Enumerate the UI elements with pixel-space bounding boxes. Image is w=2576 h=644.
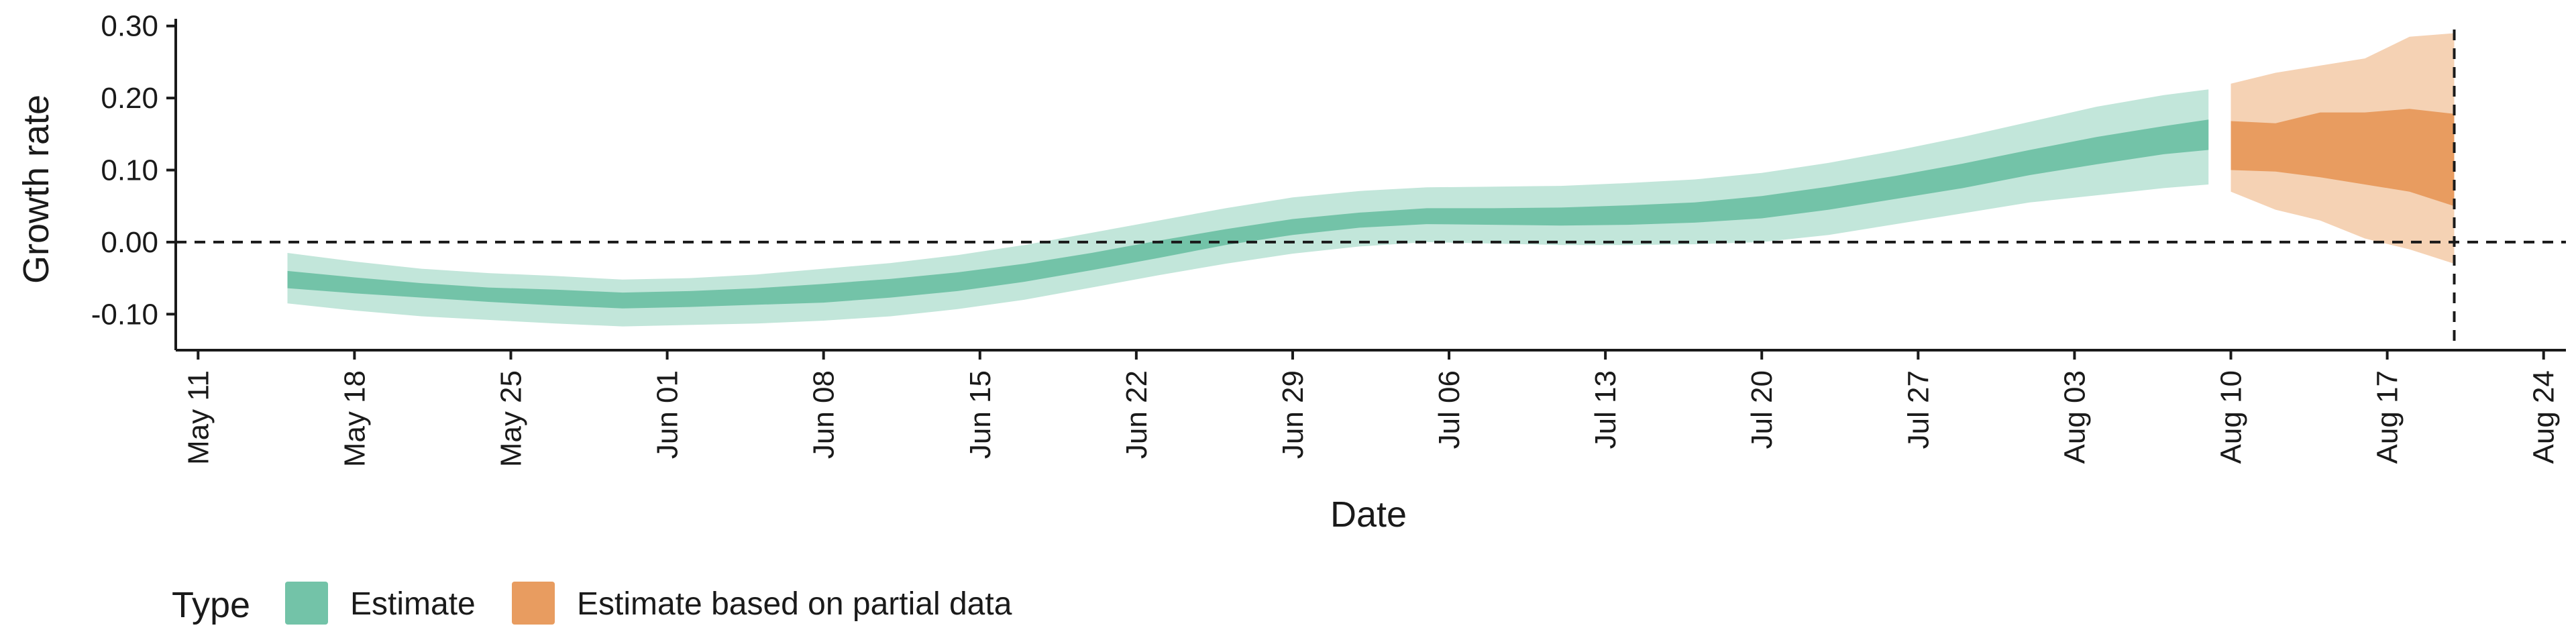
inner-band-estimate [287, 119, 2209, 309]
x-tick-label: Jun 01 [651, 370, 684, 459]
x-tick-label: Jul 20 [1746, 370, 1778, 449]
x-tick-label: Jul 13 [1589, 370, 1622, 449]
legend-label-estimate: Estimate [350, 586, 476, 622]
x-tick-label: May 18 [338, 370, 371, 467]
axes [174, 19, 2566, 352]
x-tick-label: Aug 17 [2371, 370, 2404, 464]
x-tick-label: Jun 15 [964, 370, 997, 459]
y-tick-label: 0.10 [101, 154, 158, 187]
reference-lines [176, 30, 2566, 350]
inner-band-partial [2231, 109, 2455, 207]
x-tick-label: May 11 [182, 370, 215, 465]
x-tick-label: Aug 24 [2528, 370, 2561, 464]
y-tick-label: -0.10 [91, 298, 158, 331]
confidence-bands [287, 33, 2455, 327]
x-tick-label: Jun 22 [1120, 370, 1153, 459]
x-tick-label: Jul 27 [1902, 370, 1935, 449]
x-axis-ticks: May 11 May 18 May 25 Jun 01 Jun 08 Jun 15 Jun … [182, 350, 2561, 467]
legend-title: Type [172, 585, 250, 625]
x-tick-label: Jun 08 [808, 370, 841, 459]
y-tick-label: 0.30 [101, 10, 158, 43]
legend-label-partial: Estimate based on partial data [577, 586, 1012, 622]
x-tick-label: Aug 10 [2215, 370, 2248, 464]
x-tick-label: Jun 29 [1277, 370, 1309, 459]
x-tick-label: Aug 03 [2058, 370, 2091, 464]
x-tick-label: May 25 [495, 370, 528, 467]
y-tick-label: 0.20 [101, 82, 158, 115]
y-axis-ticks: -0.10 0.00 0.10 0.20 0.30 [91, 10, 176, 331]
x-tick-label: Jul 06 [1433, 370, 1466, 449]
legend: Type Estimate Estimate based on partial … [172, 582, 1012, 625]
y-tick-label: 0.00 [101, 226, 158, 259]
legend-swatch-estimate [285, 582, 328, 625]
y-axis-title: Growth rate [16, 95, 56, 284]
outer-band-estimate [287, 89, 2209, 327]
x-axis-title: Date [1330, 494, 1407, 535]
legend-swatch-partial [512, 582, 555, 625]
